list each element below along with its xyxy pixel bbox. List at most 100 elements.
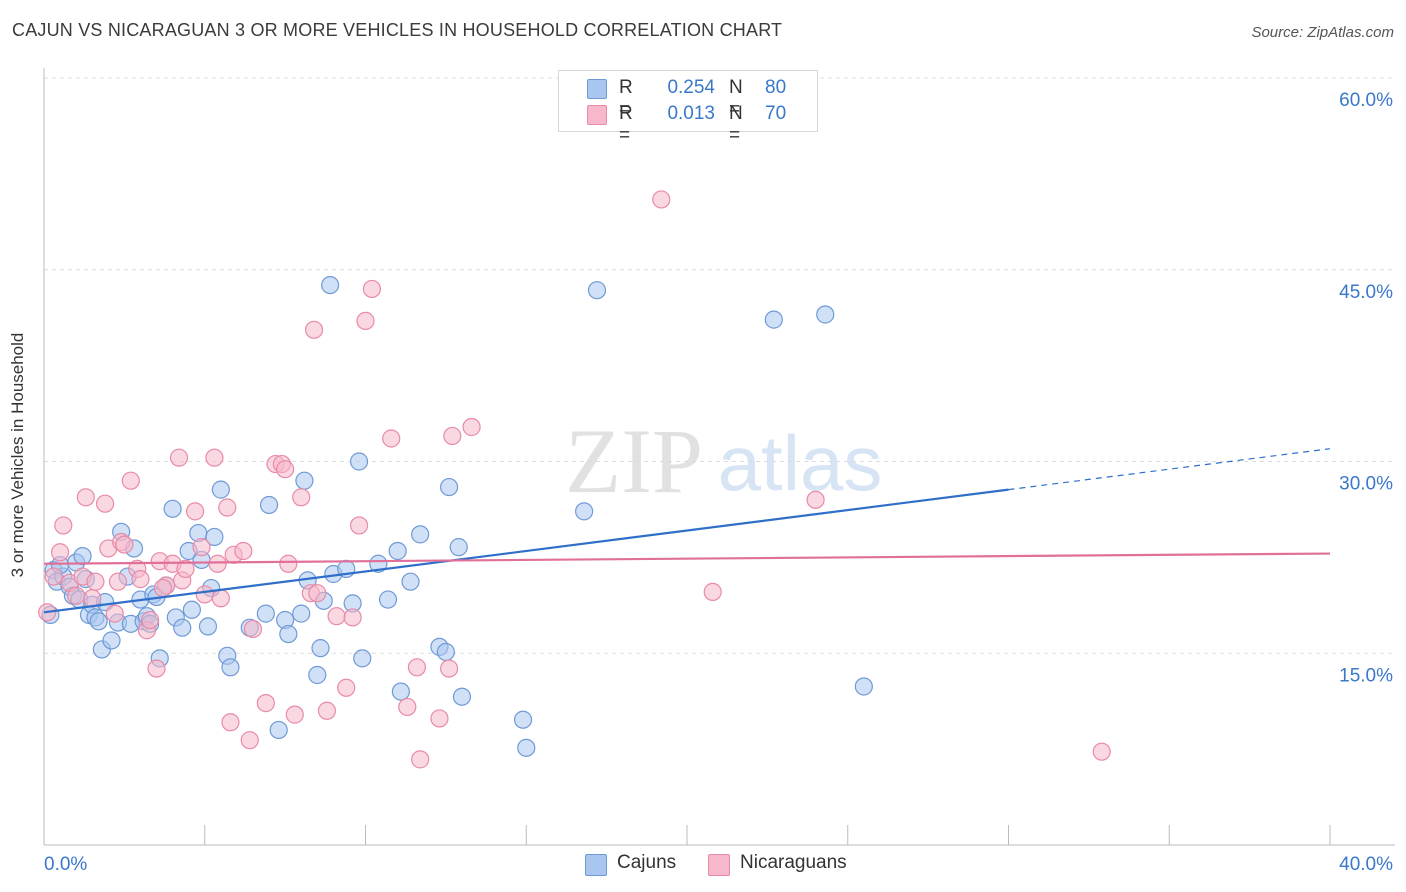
axes bbox=[43, 68, 1395, 846]
cajun-point bbox=[378, 590, 398, 609]
nicaraguan-point bbox=[806, 490, 825, 509]
cajun-point bbox=[411, 525, 430, 544]
cajun-point bbox=[256, 604, 275, 623]
cajun-point bbox=[73, 546, 92, 566]
cajun-point bbox=[269, 720, 288, 740]
nicaraguan-point bbox=[176, 559, 195, 578]
nicaraguan-point bbox=[308, 584, 327, 603]
nicaraguan-points bbox=[38, 190, 1111, 769]
nicaraguan-point bbox=[439, 659, 459, 678]
cajun-point bbox=[452, 687, 472, 706]
legend-n-label: N = bbox=[729, 77, 743, 120]
source-credit: Source: ZipAtlas.com bbox=[1251, 24, 1394, 41]
legend-n-value: 70 bbox=[765, 103, 787, 124]
nicaraguan-point bbox=[105, 604, 124, 623]
nicaraguan-point bbox=[211, 589, 230, 608]
y-tick-label: 60.0% bbox=[1339, 90, 1393, 111]
cajun-point bbox=[401, 572, 420, 591]
nicaraguan-point bbox=[95, 494, 115, 513]
nicaraguan-point bbox=[221, 713, 240, 732]
legend-n-label: N = bbox=[729, 103, 743, 146]
tick-labels: 15.0% 30.0% 45.0% 60.0% 0.0% 40.0% bbox=[44, 90, 1393, 875]
legend-r-label: R = bbox=[619, 103, 633, 146]
nicaraguan-point bbox=[208, 554, 227, 573]
nicaraguan-point bbox=[317, 701, 337, 720]
cajun-trend-line bbox=[43, 488, 1009, 614]
cajun-point bbox=[163, 499, 182, 518]
nicaraguan-point bbox=[131, 570, 150, 589]
legend-swatch-cajun bbox=[587, 79, 607, 99]
nicaraguan-point bbox=[205, 448, 224, 467]
y-tick-label: 45.0% bbox=[1339, 282, 1393, 303]
cajun-point bbox=[816, 305, 835, 324]
nicaraguan-point bbox=[243, 619, 263, 639]
nicaraguan-point bbox=[349, 516, 369, 535]
nicaraguan-point bbox=[703, 582, 722, 601]
cajun-point bbox=[349, 452, 369, 471]
chart-title: CAJUN VS NICARAGUAN 3 OR MORE VEHICLES I… bbox=[12, 20, 783, 40]
cajun-point bbox=[102, 631, 121, 650]
nicaraguan-point bbox=[83, 589, 102, 608]
nicaraguan-point bbox=[50, 543, 70, 562]
cajun-point bbox=[221, 658, 240, 677]
correlation-legend: R = 0.254 N = 80 R = 0.013 N = 70 bbox=[558, 70, 818, 146]
legend-n-value: 80 bbox=[765, 77, 787, 98]
nicaraguan-point bbox=[337, 678, 356, 697]
nicaraguan-point bbox=[54, 516, 73, 535]
nicaraguan-point bbox=[86, 572, 105, 591]
cajun-point bbox=[198, 617, 218, 636]
cajun-point bbox=[391, 682, 410, 701]
cajun-point bbox=[587, 281, 607, 300]
nicaraguan-point bbox=[343, 608, 362, 627]
legend-r-value: 0.254 bbox=[667, 77, 715, 98]
cajun-point bbox=[89, 612, 108, 631]
nicaraguan-point bbox=[76, 488, 95, 507]
series-name-cajuns: Cajuns bbox=[617, 852, 677, 873]
cajun-point bbox=[308, 665, 327, 685]
cajun-point bbox=[321, 275, 340, 295]
cajun-point bbox=[279, 624, 298, 644]
cajun-point bbox=[295, 471, 314, 490]
legend-swatch-nicaraguan bbox=[587, 105, 607, 125]
series-name-nicaraguans: Nicaraguans bbox=[740, 852, 847, 873]
watermark-zip: ZIP bbox=[565, 410, 703, 512]
cajun-point bbox=[575, 502, 594, 521]
grid-lines bbox=[44, 77, 1395, 654]
nicaraguan-point bbox=[652, 190, 671, 209]
series-swatch-cajuns bbox=[585, 854, 607, 876]
nicaraguan-point bbox=[192, 538, 211, 557]
cajun-point bbox=[369, 554, 388, 573]
nicaraguan-point bbox=[292, 488, 311, 507]
nicaraguan-point bbox=[304, 320, 324, 339]
cajun-point bbox=[449, 538, 468, 557]
cajun-point bbox=[173, 618, 192, 637]
nicaraguan-point bbox=[327, 607, 346, 626]
y-tick-label: 15.0% bbox=[1339, 665, 1393, 686]
series-swatch-nicaraguans bbox=[708, 854, 730, 876]
trend-lines bbox=[43, 448, 1331, 614]
cajun-point bbox=[182, 600, 201, 619]
nicaraguan-point bbox=[240, 731, 259, 750]
nicaraguan-point bbox=[430, 709, 449, 728]
nicaraguan-point bbox=[195, 585, 214, 604]
nicaraguan-point bbox=[186, 502, 205, 521]
nicaraguan-point bbox=[256, 694, 275, 713]
cajun-point bbox=[513, 710, 533, 729]
nicaraguan-point bbox=[276, 460, 295, 479]
watermark: ZIP atlas bbox=[565, 410, 882, 512]
x-tick-label-min: 0.0% bbox=[44, 854, 87, 875]
cajun-point bbox=[211, 480, 230, 499]
nicaraguan-point bbox=[115, 535, 134, 554]
cajun-point bbox=[854, 677, 873, 696]
nicaraguan-point bbox=[279, 554, 298, 573]
x-tick-label-max: 40.0% bbox=[1339, 854, 1393, 875]
nicaraguan-point bbox=[234, 541, 253, 561]
cajun-trend-extension bbox=[1008, 448, 1331, 491]
cajun-point bbox=[311, 639, 330, 658]
cajun-point bbox=[259, 495, 279, 515]
y-tick-label: 30.0% bbox=[1339, 474, 1393, 495]
nicaraguan-point bbox=[140, 610, 160, 630]
legend-r-value: 0.013 bbox=[667, 103, 715, 124]
cajun-point bbox=[436, 642, 455, 662]
nicaraguan-point bbox=[44, 567, 63, 586]
